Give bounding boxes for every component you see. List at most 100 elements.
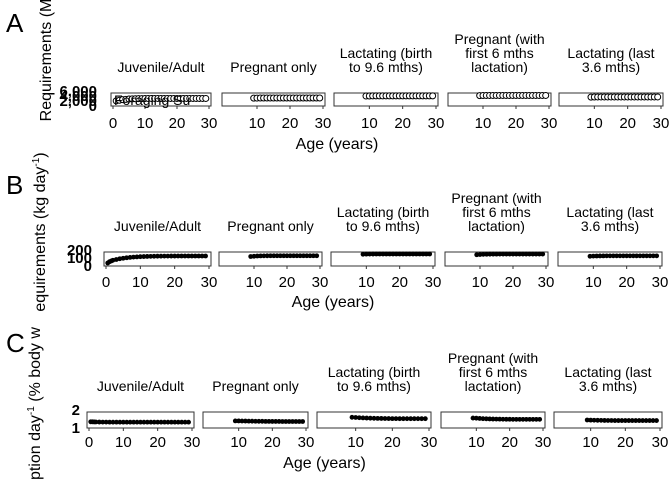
facet-frame <box>103 251 212 267</box>
data-point <box>517 416 523 422</box>
x-axis-title: Age (years) <box>283 455 366 472</box>
y-tick-label: 200 <box>67 242 92 259</box>
data-point <box>540 251 546 257</box>
data-point <box>114 419 119 425</box>
data-point <box>647 418 652 423</box>
x-tick-label: 30 <box>541 115 558 132</box>
data-point <box>389 416 395 422</box>
data-point <box>172 419 178 425</box>
data-point <box>523 251 529 257</box>
data-point <box>253 418 258 424</box>
legend-label: Foraging Su <box>114 92 190 108</box>
data-point <box>141 419 147 425</box>
facet-title: 3.6 mths) <box>579 378 637 394</box>
data-point <box>192 253 198 259</box>
data-point <box>597 253 603 259</box>
data-point <box>634 253 640 259</box>
data-point <box>301 253 306 259</box>
facet: Juvenile/Adult 0 10 20 30 <box>85 378 201 451</box>
facet-title: Lactating (last <box>567 45 654 61</box>
facet-title: Lactating (birth <box>328 364 421 380</box>
data-point <box>263 418 268 424</box>
data-point <box>203 253 208 259</box>
data-point <box>408 416 414 422</box>
data-point <box>419 416 425 422</box>
x-tick-label: 10 <box>475 115 492 132</box>
y-tick-label: 6,000 <box>59 83 97 100</box>
facet-title: Lactating (birth <box>337 204 430 220</box>
facet-frame <box>558 92 664 107</box>
data-point <box>103 419 109 425</box>
data-point <box>513 251 519 257</box>
data-point <box>598 417 604 423</box>
data-point <box>363 251 369 257</box>
data-point <box>640 253 646 259</box>
data-point <box>151 419 157 425</box>
data-point <box>349 414 355 420</box>
facet-title: Lactating (last <box>566 204 653 220</box>
x-tick-label: 10 <box>472 274 489 291</box>
data-point <box>179 419 185 425</box>
data-point <box>162 419 167 425</box>
x-tick-label: 30 <box>315 115 332 132</box>
data-point <box>378 416 384 421</box>
data-point <box>624 253 630 259</box>
data-point <box>609 418 614 423</box>
data-point <box>600 253 606 259</box>
data-point <box>604 253 610 259</box>
data-point <box>617 253 623 259</box>
data-point <box>196 253 202 259</box>
facet-frame <box>440 411 546 429</box>
facet-title: Pregnant only <box>212 378 298 394</box>
facet-title: 3.6 mths) <box>581 218 639 234</box>
data-point <box>373 251 379 257</box>
facet-title: 3.6 mths) <box>582 59 640 75</box>
x-axis-title: Age (years) <box>296 136 379 153</box>
x-tick-label: 20 <box>391 274 408 291</box>
data-point <box>273 419 279 424</box>
data-point <box>605 418 611 423</box>
data-point <box>148 419 154 425</box>
data-point <box>148 253 154 259</box>
data-point <box>367 251 373 257</box>
data-point <box>179 253 184 259</box>
data-point <box>644 253 650 259</box>
data-point <box>383 251 389 257</box>
y-tick-label: 100 <box>67 250 92 267</box>
data-point <box>510 251 516 257</box>
facet-title: Pregnant only <box>227 218 313 234</box>
data-point <box>637 253 643 259</box>
x-tick-label: 0 <box>85 434 93 451</box>
data-point <box>307 253 313 259</box>
data-point <box>144 254 150 259</box>
data-point <box>367 415 373 421</box>
data-point <box>650 418 656 423</box>
y-tick-label: 4,000 <box>59 88 97 105</box>
data-point <box>520 416 526 422</box>
data-point <box>404 416 410 422</box>
y-tick-label: 2,000 <box>59 93 97 110</box>
data-point <box>411 416 417 422</box>
data-point <box>100 419 106 425</box>
data-point <box>158 419 164 425</box>
facet-frame <box>202 411 309 429</box>
data-point <box>274 253 280 259</box>
facet-frame <box>553 411 663 429</box>
data-point <box>290 419 295 424</box>
data-point <box>110 419 116 425</box>
facet-title: Lactating (last <box>564 364 651 380</box>
data-point <box>386 416 392 421</box>
x-tick-label: 20 <box>169 115 186 132</box>
data-point <box>199 253 205 259</box>
data-point <box>537 251 542 257</box>
data-point <box>397 416 403 422</box>
data-point <box>417 251 423 257</box>
x-tick-label: 30 <box>312 274 329 291</box>
data-point <box>513 416 519 422</box>
y-axis-title: equirements (kg day-1) <box>31 152 49 311</box>
data-point <box>182 253 188 259</box>
data-point <box>93 419 99 425</box>
data-point <box>415 416 421 422</box>
